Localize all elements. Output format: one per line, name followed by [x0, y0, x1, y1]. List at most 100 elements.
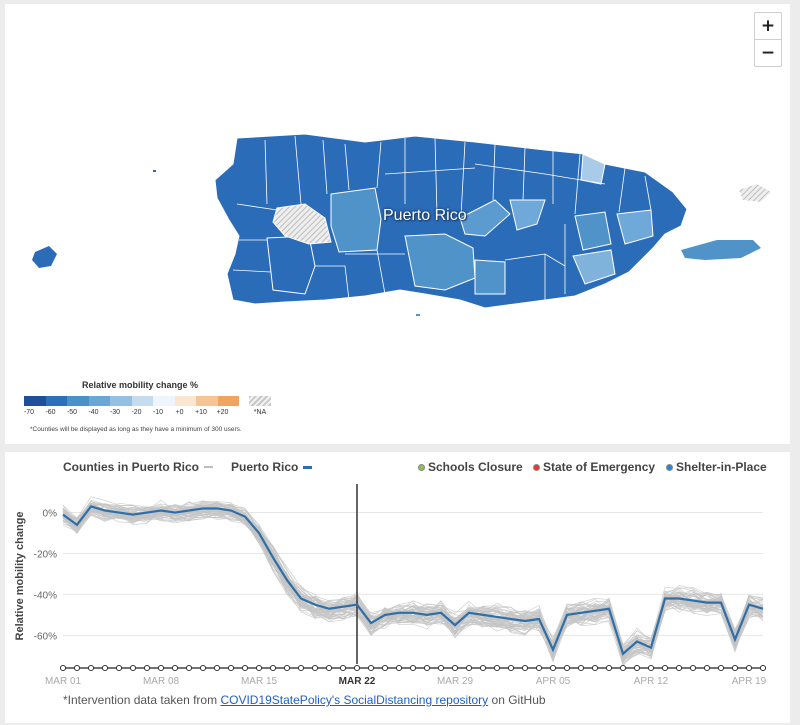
county-line — [62, 510, 764, 662]
county-line — [62, 502, 764, 662]
schools-label: Schools Closure — [428, 460, 523, 474]
x-tick-label: APR 12 — [634, 676, 669, 687]
municipality-patch[interactable] — [572, 249, 616, 285]
legend-swatch — [45, 396, 67, 406]
day-marker — [367, 664, 375, 672]
county-line — [62, 514, 764, 663]
county-line — [62, 511, 764, 660]
legend-tick-label: +10 — [195, 409, 207, 416]
footnote: *Intervention data taken from COVID19Sta… — [63, 693, 546, 707]
day-marker — [101, 664, 109, 672]
day-marker — [507, 664, 515, 672]
region-legend-label: Puerto Rico — [231, 460, 299, 474]
county-line — [62, 508, 764, 660]
county-line — [62, 505, 764, 660]
legend-swatch — [67, 396, 89, 406]
x-tick-label: APR 05 — [536, 676, 571, 687]
day-marker — [199, 664, 207, 672]
map-panel: + − — [5, 4, 790, 444]
county-line — [62, 509, 764, 663]
puerto-rico-map[interactable] — [5, 4, 790, 444]
shelter-dot-icon — [666, 463, 673, 471]
legend-tick-label: -20 — [131, 409, 142, 416]
mona-island[interactable] — [32, 246, 57, 268]
desecheo-island — [153, 170, 156, 172]
day-marker — [423, 664, 431, 672]
legend-tick-label: -30 — [109, 409, 121, 416]
x-tick-label: MAR 29 — [437, 676, 474, 687]
region-series-line — [62, 505, 764, 656]
repository-link[interactable]: COVID19StatePolicy's SocialDistancing re… — [220, 693, 489, 707]
day-marker — [493, 664, 501, 672]
legend-swatches — [24, 396, 239, 406]
schools-dot-icon — [418, 463, 425, 471]
municipality-patch[interactable] — [459, 199, 511, 237]
day-marker — [675, 664, 683, 672]
shelter-label: Shelter-in-Place — [676, 460, 767, 474]
day-marker — [311, 664, 319, 672]
legend-swatch — [196, 396, 218, 406]
main-island[interactable] — [214, 133, 688, 309]
zoom-out-button[interactable]: − — [755, 39, 781, 66]
county-line — [62, 502, 764, 655]
day-marker — [213, 664, 221, 672]
municipality-patch[interactable] — [580, 153, 606, 185]
zoom-in-button[interactable]: + — [760, 16, 776, 36]
mobility-line-chart[interactable]: 0% -20% -40% -60% Relative mobility change MA… — [5, 452, 790, 692]
legend-swatch — [110, 396, 132, 406]
x-tick-label: MAR 01 — [45, 676, 82, 687]
legend-tick-label: +20 — [216, 409, 229, 416]
culebra-island[interactable] — [739, 184, 771, 202]
municipality-patch[interactable] — [330, 187, 382, 253]
vieques-island[interactable] — [681, 240, 761, 260]
day-marker — [227, 664, 235, 672]
day-marker — [339, 664, 347, 672]
legend-swatch — [24, 396, 46, 406]
municipality-patch[interactable] — [616, 209, 654, 245]
municipality-patch[interactable] — [474, 259, 506, 295]
x-tick-label: MAR 22 — [339, 676, 376, 687]
legend-na-label: *NA — [253, 409, 267, 416]
county-line — [62, 501, 764, 656]
county-line — [62, 504, 764, 663]
day-marker — [465, 664, 473, 672]
footnote-prefix: *Intervention data taken from — [63, 693, 221, 707]
day-marker — [409, 664, 417, 672]
day-marker — [521, 664, 529, 672]
day-marker — [297, 664, 305, 672]
legend-swatch — [153, 396, 175, 406]
county-line — [62, 510, 764, 660]
county-line — [62, 508, 764, 660]
chart-header: Counties in Puerto Rico Puerto Rico Scho… — [5, 452, 790, 478]
chart-panel: Counties in Puerto Rico Puerto Rico Scho… — [5, 452, 790, 723]
caja-de-muertos — [416, 314, 420, 316]
y-tick-label: -60% — [34, 631, 57, 642]
legend-ticks: -70 -60 -50 -40 -30 -20 -10 +0 +10 +20 *NA — [24, 409, 284, 419]
legend-swatch — [217, 396, 239, 406]
day-marker — [745, 664, 753, 672]
legend-tick-label: -10 — [152, 409, 164, 416]
shelter-legend[interactable]: Shelter-in-Place — [666, 460, 767, 474]
municipality-patch[interactable] — [509, 199, 546, 231]
region-legend-item[interactable]: Puerto Rico — [231, 460, 313, 474]
county-line — [62, 505, 764, 664]
legend-tick-label: -40 — [88, 409, 99, 416]
county-line — [62, 509, 764, 662]
legend-tick-label: +0 — [175, 409, 184, 416]
schools-closure-legend[interactable]: Schools Closure — [418, 460, 523, 474]
day-marker — [87, 664, 95, 672]
day-marker — [563, 664, 571, 672]
day-marker — [577, 664, 585, 672]
region-legend-swatch — [303, 465, 313, 469]
emergency-legend[interactable]: State of Emergency — [533, 460, 655, 474]
na-municipality[interactable] — [272, 203, 332, 245]
day-marker — [437, 664, 445, 672]
day-marker — [115, 664, 123, 672]
counties-legend-item[interactable]: Counties in Puerto Rico — [63, 460, 214, 474]
county-line — [62, 507, 764, 664]
day-marker — [647, 664, 655, 672]
day-marker — [395, 664, 403, 672]
municipality-patch[interactable] — [266, 235, 316, 295]
municipality-patch[interactable] — [574, 211, 612, 251]
legend-tick-label: -60 — [45, 409, 56, 416]
